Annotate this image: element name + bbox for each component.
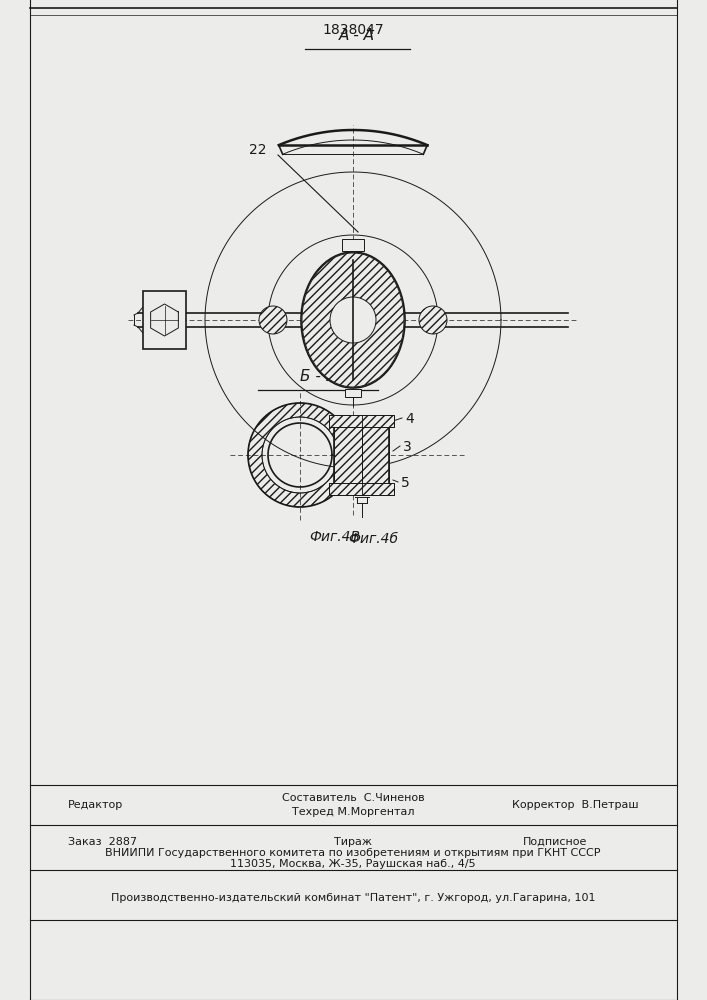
Bar <box>329 483 361 495</box>
Text: Подписное: Подписное <box>522 837 588 847</box>
Ellipse shape <box>301 252 405 388</box>
Text: 5: 5 <box>401 476 410 490</box>
Text: Редактор: Редактор <box>68 800 123 810</box>
Bar <box>342 239 364 251</box>
Text: Заказ  2887: Заказ 2887 <box>68 837 137 847</box>
Text: А - А: А - А <box>339 28 375 43</box>
Ellipse shape <box>302 253 404 387</box>
Bar <box>334 425 361 485</box>
Text: ВНИИПИ Государственного комитета по изобретениям и открытиям при ГКНТ СССР: ВНИИПИ Государственного комитета по изоб… <box>105 848 601 858</box>
Bar <box>329 415 394 427</box>
Bar <box>361 425 389 485</box>
Text: Б - Б: Б - Б <box>300 369 336 384</box>
Circle shape <box>330 297 376 343</box>
Text: 1838047: 1838047 <box>322 23 384 37</box>
Text: Составитель  С.Чиненов: Составитель С.Чиненов <box>281 793 424 803</box>
Bar <box>361 483 394 495</box>
Text: Фиг.4б: Фиг.4б <box>348 532 398 546</box>
Circle shape <box>419 306 447 334</box>
Text: 3: 3 <box>403 440 411 454</box>
Text: 113035, Москва, Ж-35, Раушская наб., 4/5: 113035, Москва, Ж-35, Раушская наб., 4/5 <box>230 859 476 869</box>
Text: Техред М.Моргентал: Техред М.Моргентал <box>292 807 414 817</box>
Text: Корректор  В.Петраш: Корректор В.Петраш <box>512 800 638 810</box>
Text: Фиг.4В: Фиг.4В <box>310 530 361 544</box>
Text: 22: 22 <box>250 143 267 157</box>
Bar <box>345 389 361 397</box>
Bar <box>329 483 394 495</box>
Text: Производственно-издательский комбинат "Патент", г. Ужгород, ул.Гагарина, 101: Производственно-издательский комбинат "П… <box>111 893 595 903</box>
Bar <box>143 291 186 349</box>
Text: 4: 4 <box>405 412 414 426</box>
Bar <box>329 415 361 427</box>
Circle shape <box>259 306 287 334</box>
Text: Тираж: Тираж <box>334 837 372 847</box>
Bar <box>361 415 394 427</box>
Bar <box>334 425 389 485</box>
